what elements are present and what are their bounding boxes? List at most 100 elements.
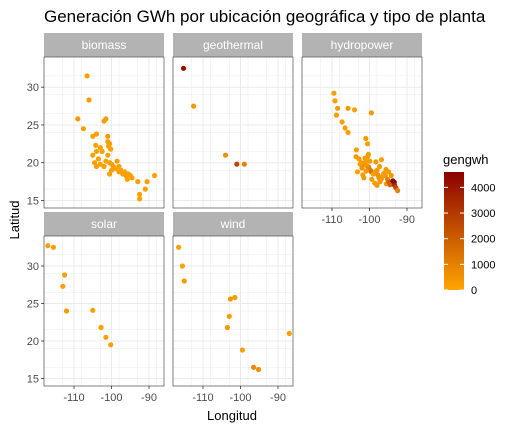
data-point bbox=[331, 90, 337, 96]
data-point bbox=[362, 155, 368, 161]
legend-title: gengwh bbox=[443, 152, 489, 167]
data-point bbox=[374, 167, 380, 173]
y-tick-label: 25 bbox=[27, 120, 39, 132]
data-point bbox=[333, 112, 340, 118]
data-point bbox=[114, 158, 120, 164]
panel-border bbox=[172, 56, 294, 209]
data-point bbox=[129, 175, 135, 181]
data-point bbox=[93, 148, 100, 154]
data-point bbox=[60, 283, 66, 289]
data-point bbox=[137, 196, 143, 202]
strip-label-solar: solar bbox=[91, 217, 117, 231]
data-point bbox=[332, 98, 338, 104]
strip-label-biomass: biomass bbox=[82, 38, 127, 52]
data-point bbox=[358, 160, 364, 166]
data-point bbox=[255, 366, 262, 373]
colorbar bbox=[444, 172, 464, 290]
x-tick-label: -90 bbox=[141, 392, 157, 404]
facet-panel-wind: wind -110 -100 -90 bbox=[172, 212, 294, 404]
data-point bbox=[84, 73, 90, 79]
data-point bbox=[93, 131, 100, 137]
data-point bbox=[222, 152, 229, 158]
data-point bbox=[103, 116, 109, 122]
data-point bbox=[339, 119, 345, 125]
data-point bbox=[386, 169, 392, 175]
strip-label-hydropower: hydropower bbox=[331, 38, 394, 52]
data-point bbox=[345, 105, 351, 111]
data-point bbox=[93, 163, 100, 170]
y-tick-label: 15 bbox=[27, 195, 39, 207]
y-tick-label: 30 bbox=[27, 261, 39, 273]
x-tick-label: -100 bbox=[358, 214, 380, 226]
data-point bbox=[345, 129, 351, 136]
x-tick-label: -100 bbox=[100, 392, 122, 404]
x-tick-label: -90 bbox=[270, 392, 286, 404]
strip-hydropower bbox=[302, 33, 422, 57]
strip-solar bbox=[44, 212, 164, 236]
data-point bbox=[369, 176, 375, 182]
data-point bbox=[122, 169, 128, 175]
data-point bbox=[152, 172, 158, 179]
color-legend: gengwh 0 1000 2000 3000 4000 bbox=[443, 152, 495, 297]
data-point bbox=[124, 176, 130, 182]
data-point bbox=[234, 161, 240, 167]
data-point bbox=[224, 324, 230, 331]
data-point bbox=[191, 103, 197, 109]
data-point bbox=[90, 152, 96, 158]
data-point bbox=[116, 169, 122, 175]
data-point bbox=[180, 65, 187, 71]
data-point bbox=[108, 167, 115, 173]
colorbar-tick-label: 4000 bbox=[471, 182, 495, 194]
data-point bbox=[363, 168, 369, 174]
data-point bbox=[286, 330, 292, 337]
data-point bbox=[226, 313, 232, 319]
panel-border bbox=[172, 235, 294, 387]
facet-panels: biomass 15 20 25 30 geothermal hydropower -110 -… bbox=[27, 33, 423, 404]
colorbar-tick-label: 0 bbox=[471, 285, 477, 297]
y-tick-label: 20 bbox=[27, 158, 39, 170]
data-point bbox=[93, 142, 99, 148]
data-point bbox=[373, 159, 379, 165]
facet-panel-geothermal: geothermal bbox=[172, 33, 294, 209]
panel-border bbox=[301, 56, 423, 209]
data-point bbox=[50, 244, 57, 250]
x-tick-label: -100 bbox=[229, 392, 251, 404]
data-point bbox=[241, 161, 247, 167]
data-point bbox=[342, 125, 348, 131]
data-point bbox=[395, 188, 401, 194]
strip-biomass bbox=[44, 33, 164, 57]
facet-panel-biomass: biomass 15 20 25 30 bbox=[27, 33, 165, 209]
chart-title: Generación GWh por ubicación geográfica … bbox=[44, 7, 486, 26]
x-tick-label: -90 bbox=[399, 214, 415, 226]
data-point bbox=[108, 342, 114, 348]
y-tick-label: 20 bbox=[27, 336, 39, 348]
data-point bbox=[142, 186, 148, 192]
data-point bbox=[363, 135, 369, 142]
data-point bbox=[105, 139, 111, 145]
data-point bbox=[45, 243, 51, 249]
data-point bbox=[105, 133, 111, 139]
data-point bbox=[103, 334, 109, 340]
data-point bbox=[95, 156, 101, 162]
data-point bbox=[105, 152, 111, 158]
strip-wind bbox=[173, 212, 293, 236]
data-point bbox=[62, 272, 68, 278]
data-point bbox=[137, 191, 143, 197]
x-tick-label: -110 bbox=[321, 214, 342, 226]
data-point bbox=[361, 175, 367, 181]
data-point bbox=[374, 182, 380, 188]
data-point bbox=[378, 157, 385, 163]
data-point bbox=[377, 163, 383, 170]
data-point bbox=[144, 179, 150, 185]
data-point bbox=[365, 151, 371, 157]
facet-panel-solar: solar 15 20 25 30 -110 -100 -90 bbox=[27, 212, 165, 404]
panel-border bbox=[43, 56, 165, 209]
data-point bbox=[181, 278, 187, 284]
data-point bbox=[63, 308, 70, 314]
data-point bbox=[239, 347, 245, 353]
data-point bbox=[75, 116, 81, 122]
facet-panel-hydropower: hydropower -110 -100 -90 bbox=[301, 33, 423, 226]
data-point bbox=[354, 169, 361, 175]
data-point bbox=[368, 110, 374, 116]
